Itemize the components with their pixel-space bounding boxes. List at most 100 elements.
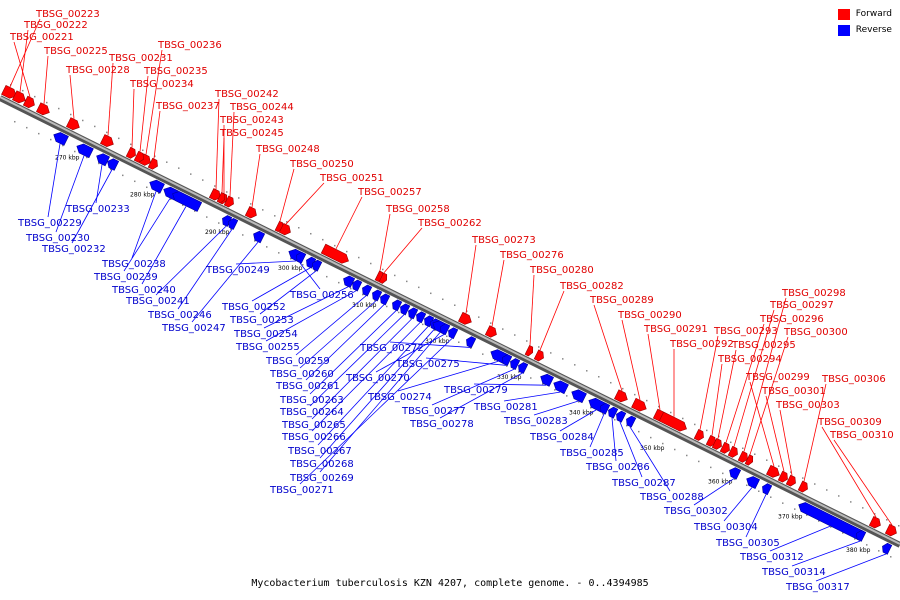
grid-dot (82, 119, 84, 122)
forward-gene (533, 349, 544, 362)
grid-dot (578, 401, 580, 403)
reverse-leader-line (295, 295, 367, 356)
grid-dot (274, 215, 276, 217)
grid-dot (86, 156, 88, 159)
grid-dot (338, 281, 340, 284)
legend-forward-label: Forward (855, 9, 892, 19)
grid-dot (854, 538, 856, 540)
forward-leader-line (43, 55, 49, 104)
forward-gene-label: TBSG_00242 (214, 89, 279, 100)
reverse-leader-line (319, 329, 435, 459)
grid-dot (194, 210, 196, 212)
forward-gene (223, 195, 234, 208)
tick-label: 300 kbp (278, 265, 303, 272)
grid-dot (106, 131, 108, 134)
reverse-leader-line (791, 540, 861, 567)
tick-label: 310 kbp (352, 302, 377, 309)
forward-gene (216, 192, 226, 204)
grid-dot (662, 442, 664, 445)
reverse-gene (306, 256, 317, 269)
legend-reverse: Reverse (837, 22, 892, 38)
grid-dot (122, 174, 124, 177)
grid-dot (238, 197, 240, 199)
grid-dot (538, 346, 540, 348)
grid-dot (826, 489, 828, 491)
grid-dot (818, 520, 820, 522)
reverse-gene (571, 389, 587, 404)
forward-leader-line (221, 137, 225, 193)
forward-gene-label: TBSG_00235 (143, 66, 208, 77)
reverse-gene-label: TBSG_00285 (559, 448, 624, 459)
forward-gene (797, 480, 808, 493)
grid-dot (406, 280, 408, 283)
reverse-gene (53, 132, 69, 146)
reverse-gene-label: TBSG_00269 (289, 473, 354, 484)
tick-label: 360 kbp (708, 479, 733, 486)
reverse-gene (96, 153, 110, 167)
grid-dot (478, 316, 480, 318)
grid-dot (506, 365, 508, 367)
legend-reverse-swatch (837, 24, 850, 36)
forward-gene-label: TBSG_00292 (669, 339, 734, 350)
forward-gene-label: TBSG_00303 (775, 400, 840, 411)
map-caption: Mycobacterium tuberculosis KZN 4207, com… (251, 578, 649, 589)
grid-dot (14, 120, 16, 123)
forward-gene (614, 389, 628, 403)
reverse-gene-label: TBSG_00232 (41, 244, 106, 255)
reverse-leader-line (141, 206, 187, 285)
reverse-leader-line (309, 310, 397, 395)
forward-gene-label: TBSG_00276 (499, 250, 564, 261)
grid-dot (754, 453, 756, 455)
forward-gene-label: TBSG_00282 (559, 281, 624, 292)
grid-dot (454, 304, 456, 306)
grid-dot (658, 405, 660, 408)
grid-dot (34, 95, 36, 98)
grid-dot (230, 228, 232, 230)
grid-dot (158, 192, 160, 194)
forward-leader-line (803, 383, 827, 482)
forward-gene-label: TBSG_00306 (821, 374, 886, 385)
forward-leader-line (711, 363, 723, 436)
forward-gene-label: TBSG_00251 (319, 173, 384, 184)
grid-dot (262, 209, 264, 211)
reverse-leader-line (693, 478, 735, 506)
grid-dot (602, 413, 604, 415)
reverse-gene-label: TBSG_00230 (25, 233, 90, 244)
grid-dot (74, 150, 76, 153)
grid-dot (646, 399, 648, 402)
forward-gene (884, 523, 897, 537)
reverse-gene (448, 327, 459, 340)
forward-leader-line (383, 227, 423, 273)
reverse-gene-label: TBSG_00264 (279, 407, 344, 418)
reverse-gene-label: TBSG_00286 (585, 462, 650, 473)
reverse-leader-line (47, 143, 61, 218)
grid-dot (610, 381, 612, 384)
reverse-leader-line (299, 338, 453, 485)
forward-gene-label: TBSG_00258 (385, 204, 450, 215)
grid-dot (850, 501, 852, 503)
reverse-leader-line (311, 322, 421, 432)
forward-leader-line (749, 381, 775, 467)
forward-leader-line (19, 29, 29, 92)
reverse-gene-label: TBSG_00270 (345, 373, 410, 384)
grid-dot (874, 513, 876, 515)
reverse-gene (746, 476, 760, 490)
forward-leader-line (145, 49, 163, 155)
grid-dot (622, 387, 624, 390)
grid-dot (326, 275, 328, 278)
grid-dot (878, 550, 880, 552)
reverse-leader-line (375, 334, 445, 373)
grid-dot (530, 377, 532, 379)
grid-dot (778, 465, 780, 467)
reverse-gene (76, 143, 94, 159)
grid-dot (766, 459, 768, 461)
grid-dot (38, 132, 40, 135)
grid-dot (802, 477, 804, 479)
grid-dot (526, 340, 528, 342)
grid-dot (362, 293, 364, 296)
reverse-leader-line (155, 225, 227, 296)
forward-gene-label: TBSG_00236 (157, 40, 222, 51)
grid-dot (350, 287, 352, 290)
reverse-gene-label: TBSG_00247 (161, 323, 226, 334)
grid-dot (550, 352, 552, 354)
